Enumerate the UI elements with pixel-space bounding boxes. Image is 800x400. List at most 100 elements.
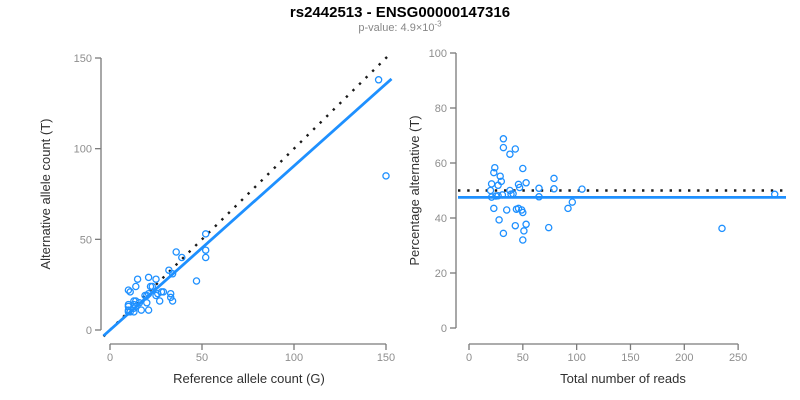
data-point — [718, 224, 726, 233]
p-value-subtitle: p-value: 4.9×10-3 — [0, 20, 800, 34]
data-point — [498, 191, 507, 199]
data-point — [499, 143, 508, 152]
x-tick-label: 200 — [675, 352, 693, 364]
data-point — [519, 236, 527, 244]
data-point — [168, 270, 177, 278]
data-point — [144, 306, 153, 314]
data-point — [770, 190, 779, 199]
data-point — [178, 253, 186, 262]
y-axis-label: Alternative allele count (T) — [38, 118, 53, 269]
data-point — [544, 223, 553, 232]
x-tick-label: 150 — [621, 352, 639, 364]
scatter-points — [486, 135, 779, 244]
data-point — [550, 185, 558, 193]
y-tick-label: 0 — [441, 323, 447, 335]
x-tick-label: 50 — [517, 352, 529, 364]
y-tick-label: 0 — [86, 325, 92, 337]
y-tick-label: 20 — [435, 268, 447, 280]
data-point — [564, 204, 572, 213]
x-tick-label: 0 — [466, 352, 472, 364]
x-axis: 0 50 100 150 Reference allele count (G) — [107, 343, 395, 386]
data-point — [511, 145, 520, 153]
data-point — [143, 291, 151, 300]
data-point — [137, 306, 146, 314]
y-axis: 0 50 100 150 Alternative allele count (T) — [38, 53, 102, 337]
data-point — [152, 275, 160, 283]
data-point — [535, 184, 543, 193]
data-point — [382, 172, 390, 180]
x-tick-label: 100 — [285, 352, 303, 364]
data-point — [499, 135, 508, 143]
data-point — [495, 216, 503, 224]
data-point — [192, 277, 201, 285]
chart-title: rs2442513 - ENSG00000147316 — [289, 4, 511, 21]
data-point — [487, 180, 496, 188]
data-point — [159, 288, 168, 296]
y-tick-label: 60 — [435, 158, 447, 170]
data-point — [535, 193, 543, 201]
data-point — [133, 275, 142, 283]
data-point — [515, 183, 524, 192]
data-point — [126, 288, 134, 296]
data-point — [519, 164, 527, 173]
x-tick-label: 0 — [107, 352, 113, 364]
data-point — [578, 185, 586, 193]
x-axis-label: Total number of reads — [560, 371, 686, 386]
data-point — [490, 168, 498, 177]
data-point — [507, 190, 515, 198]
data-point — [374, 76, 383, 84]
data-point — [497, 177, 506, 186]
x-tick-label: 50 — [196, 352, 208, 364]
y-tick-label: 100 — [74, 144, 92, 156]
data-point — [166, 289, 175, 298]
data-point — [166, 293, 175, 302]
data-point — [502, 206, 511, 214]
y-tick-label: 80 — [435, 103, 447, 115]
x-axis-label: Reference allele count (G) — [173, 371, 325, 386]
data-point — [143, 299, 151, 307]
data-point — [165, 266, 173, 274]
p-value-text: p-value: 4.9×10 — [358, 22, 435, 34]
y-tick-label: 40 — [435, 213, 447, 225]
x-axis: 0 50 100 150 200 250 Total number of reads — [466, 343, 747, 386]
data-point — [152, 291, 160, 300]
y-tick-label: 150 — [74, 53, 92, 65]
data-point — [520, 227, 528, 235]
data-point — [550, 174, 558, 183]
data-point — [499, 229, 508, 238]
y-axis-label: Percentage alternative (T) — [407, 115, 422, 265]
data-point — [132, 282, 140, 291]
data-point — [130, 308, 138, 316]
data-point — [487, 193, 496, 201]
left-scatter-plot: 0 50 100 150 Alternative allele count (T) 0 50… — [38, 51, 395, 386]
data-point — [132, 297, 140, 305]
data-point — [172, 248, 180, 256]
data-point — [491, 163, 499, 172]
right-scatter-plot: 0 20 40 60 80 100 Percentage alternative (T) 0 5… — [407, 48, 786, 386]
data-point — [201, 253, 210, 262]
data-point — [168, 297, 177, 305]
data-point — [512, 205, 521, 213]
data-point — [144, 289, 153, 298]
data-point — [155, 297, 164, 305]
data-point — [511, 221, 520, 230]
x-tick-label: 150 — [377, 352, 395, 364]
data-point — [201, 246, 210, 254]
y-tick-label: 100 — [429, 48, 447, 60]
x-tick-label: 100 — [567, 352, 585, 364]
data-point — [126, 308, 134, 316]
data-point — [522, 179, 530, 187]
data-point — [135, 299, 144, 307]
data-point — [486, 186, 495, 195]
data-point — [522, 220, 530, 229]
x-tick-label: 250 — [729, 352, 747, 364]
scatter-points — [124, 76, 390, 316]
data-point — [124, 286, 133, 294]
data-point — [148, 282, 157, 291]
y-tick-label: 50 — [80, 234, 92, 246]
data-point — [490, 204, 498, 213]
y-axis: 0 20 40 60 80 100 Percentage alternative (T) — [407, 48, 457, 335]
data-point — [496, 172, 504, 180]
